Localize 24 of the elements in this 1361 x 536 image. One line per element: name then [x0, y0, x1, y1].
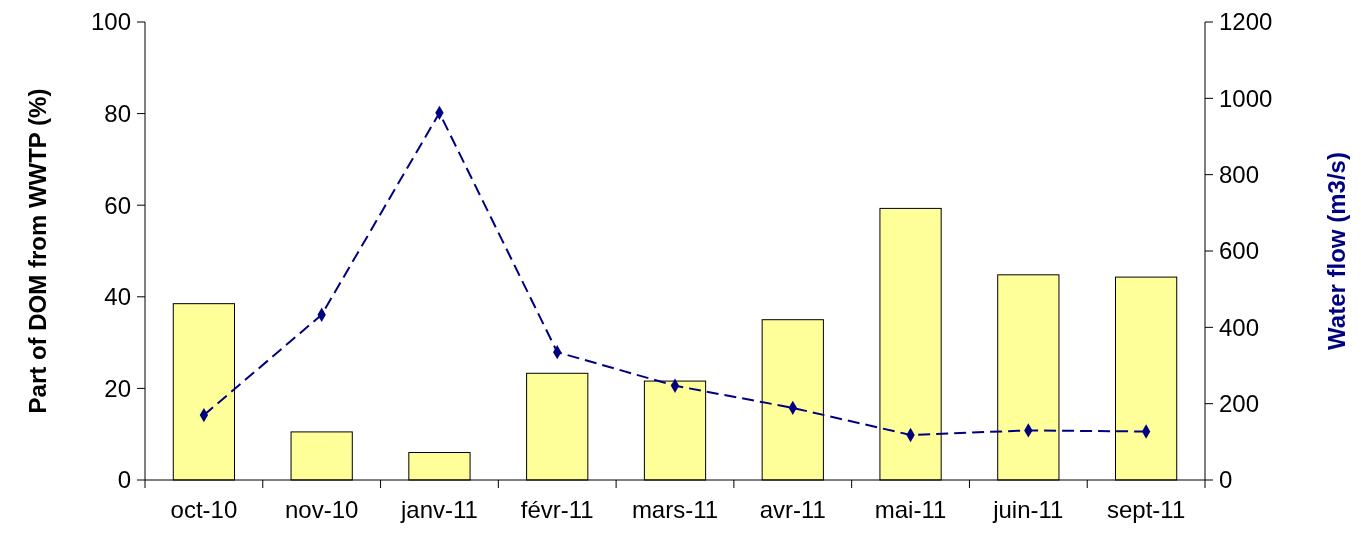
y2-tick-label: 600: [1219, 237, 1260, 265]
x-tick-label: oct-10: [170, 496, 238, 523]
x-tick-label: sept-11: [1106, 496, 1186, 523]
x-tick-label: nov-10: [284, 496, 359, 523]
y2-tick-label: 1200: [1219, 8, 1273, 36]
x-tick-label: juin-11: [992, 496, 1064, 523]
x-tick-label: mars-11: [631, 496, 719, 523]
x-tick-label: janv-11: [399, 496, 478, 523]
y-tick-label: 0: [117, 466, 131, 494]
y-axis-title: Part of DOM from WWTP (%): [24, 88, 51, 414]
x-tick-label: avr-11: [759, 496, 826, 523]
y-tick-label: 20: [104, 374, 131, 402]
y2-tick-label: 1000: [1219, 84, 1273, 112]
y2-axis-title: Water flow (m3/s): [1323, 152, 1350, 350]
y-tick-label: 80: [104, 100, 131, 127]
y2-tick-label: 400: [1219, 313, 1260, 341]
y2-tick-label: 0: [1219, 466, 1233, 494]
y2-tick-label: 800: [1219, 161, 1260, 189]
y-tick-label: 40: [104, 283, 131, 311]
y-tick-label: 100: [90, 8, 131, 36]
x-tick-label: févr-11: [520, 496, 594, 523]
y2-tick-label: 200: [1219, 390, 1260, 418]
y-tick-label: 60: [104, 191, 131, 219]
x-tick-label: mai-11: [874, 496, 947, 523]
